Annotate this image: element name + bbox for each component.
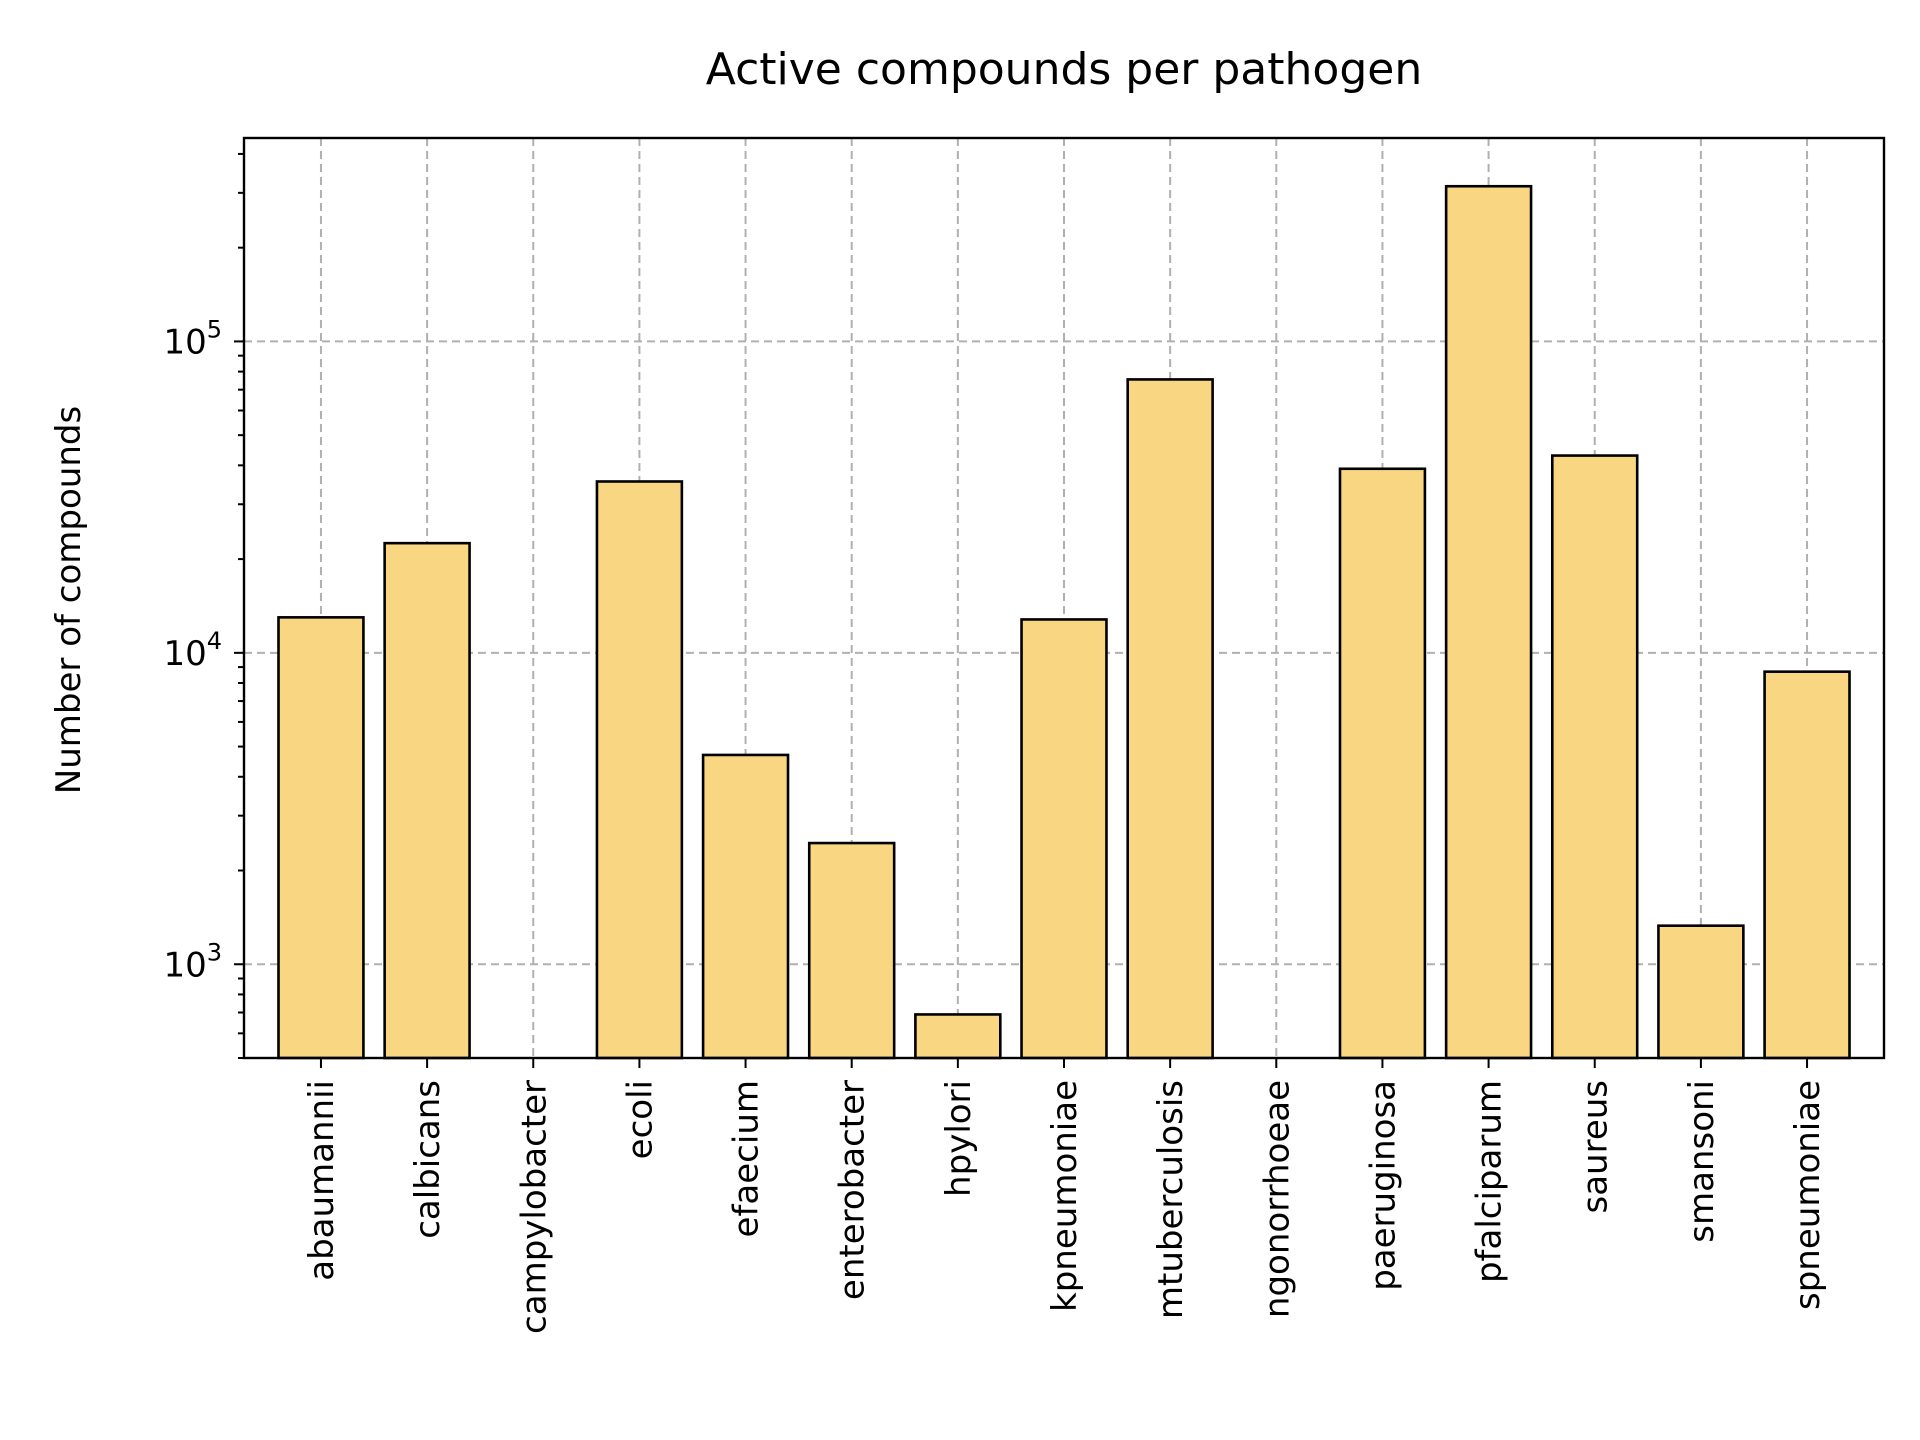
x-tick-label: efaecium	[727, 1080, 767, 1237]
axis-ticks	[234, 152, 1809, 1068]
bar-calbicans	[383, 541, 471, 1060]
y-axis-label: Number of compounds	[49, 406, 89, 794]
x-tick-label: abaumannii	[302, 1080, 342, 1281]
bar-enterobacter	[807, 841, 896, 1060]
x-tick-label: ngonorrhoeae	[1257, 1080, 1297, 1318]
bar-kpneumoniae	[1020, 618, 1108, 1060]
bar-efaecium	[701, 753, 790, 1060]
bar-spneumoniae	[1763, 670, 1851, 1060]
bars	[277, 184, 1851, 1060]
x-tick-label: paeruginosa	[1363, 1080, 1403, 1291]
x-tick-label: kpneumoniae	[1045, 1080, 1085, 1312]
x-tick-label: calbicans	[408, 1080, 448, 1239]
x-tick-label: hpylori	[939, 1080, 979, 1197]
x-tick-label: pfalciparum	[1470, 1080, 1510, 1283]
y-tick-label: 104	[163, 627, 222, 674]
x-tick-label: saureus	[1576, 1080, 1616, 1214]
bar-hpylori	[914, 1013, 1002, 1060]
tick-labels: abaumannii calbicans campylobacter ecoli efa…	[163, 315, 1828, 1334]
y-tick-label: 105	[163, 315, 222, 362]
bar-abaumannii	[277, 616, 365, 1060]
y-tick-label: 103	[163, 938, 222, 985]
bar-saureus	[1550, 454, 1639, 1060]
chart-title: Active compounds per pathogen	[706, 44, 1422, 95]
x-tick-label: ecoli	[620, 1080, 660, 1159]
bar-smansoni	[1657, 924, 1745, 1060]
x-tick-label: enterobacter	[833, 1080, 873, 1300]
bar-ecoli	[595, 480, 684, 1060]
bar-paeruginosa	[1338, 467, 1427, 1060]
bar-mtuberculosis	[1126, 378, 1214, 1060]
x-tick-label: campylobacter	[514, 1080, 554, 1334]
x-tick-label: spneumoniae	[1788, 1080, 1828, 1310]
x-tick-label: mtuberculosis	[1151, 1080, 1191, 1319]
bar-pfalciparum	[1444, 184, 1533, 1060]
x-tick-label: smansoni	[1682, 1080, 1722, 1243]
